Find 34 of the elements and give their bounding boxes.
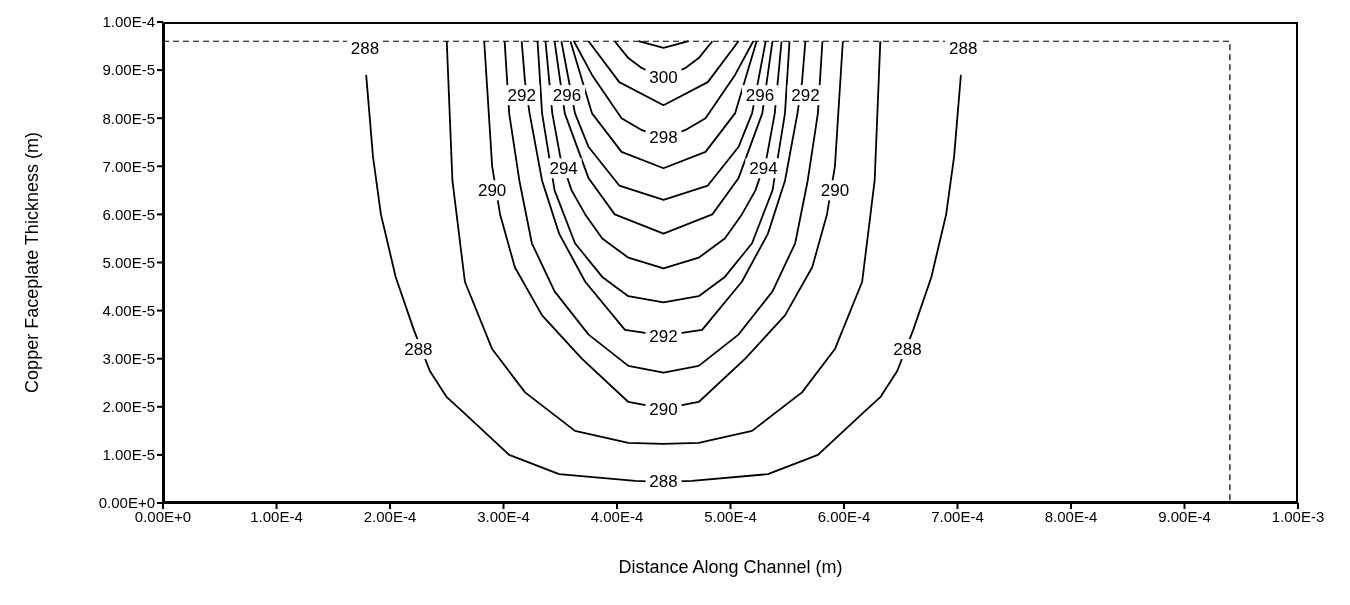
y-tick-label: 1.00E-5: [102, 446, 155, 464]
x-tick-label: 8.00E-4: [1044, 507, 1098, 525]
annotation: 294: [749, 159, 778, 179]
y-axis-title: Copper Faceplate Thickness (m): [22, 132, 43, 393]
annotation: 290: [477, 181, 507, 201]
x-tick-label: 6.00E-4: [817, 507, 871, 525]
annotation: 290: [820, 181, 850, 201]
annotation: 292: [791, 86, 820, 106]
annotation: 296: [552, 86, 582, 106]
x-tick-label: 9.00E-4: [1158, 507, 1211, 525]
y-tick-label: 8.00E-5: [102, 109, 155, 127]
annotation: 288: [404, 340, 433, 360]
annotation: 296: [745, 86, 775, 106]
x-tick-label: 5.00E-4: [704, 507, 757, 525]
x-tick-label: 4.00E-4: [590, 507, 644, 525]
x-tick-label: 1.00E-3: [1271, 507, 1325, 525]
x-tick-label: 7.00E-4: [931, 507, 984, 525]
x-tick-label: 1.00E-4: [250, 507, 303, 525]
x-tick-label: 2.00E-4: [363, 507, 417, 525]
y-tick-label: 4.00E-5: [102, 301, 155, 319]
annotation: 292: [507, 86, 536, 106]
annotation: 288: [893, 340, 922, 360]
annotation: 288: [948, 39, 978, 59]
y-tick-label: 5.00E-5: [102, 253, 155, 271]
x-axis-title: Distance Along Channel (m): [618, 557, 843, 577]
y-tick-label: 6.00E-5: [102, 205, 155, 223]
annotation: 294: [549, 159, 578, 179]
annotation: 288: [350, 39, 380, 59]
y-tick-label: 2.00E-5: [102, 398, 155, 416]
x-tick-label: 3.00E-4: [477, 507, 530, 525]
y-tick-label: 3.00E-5: [102, 350, 155, 368]
y-tick-label: 7.00E-5: [102, 157, 155, 175]
y-tick-label: 1.00E-4: [102, 13, 155, 31]
y-tick-label: 9.00E-5: [102, 61, 155, 79]
